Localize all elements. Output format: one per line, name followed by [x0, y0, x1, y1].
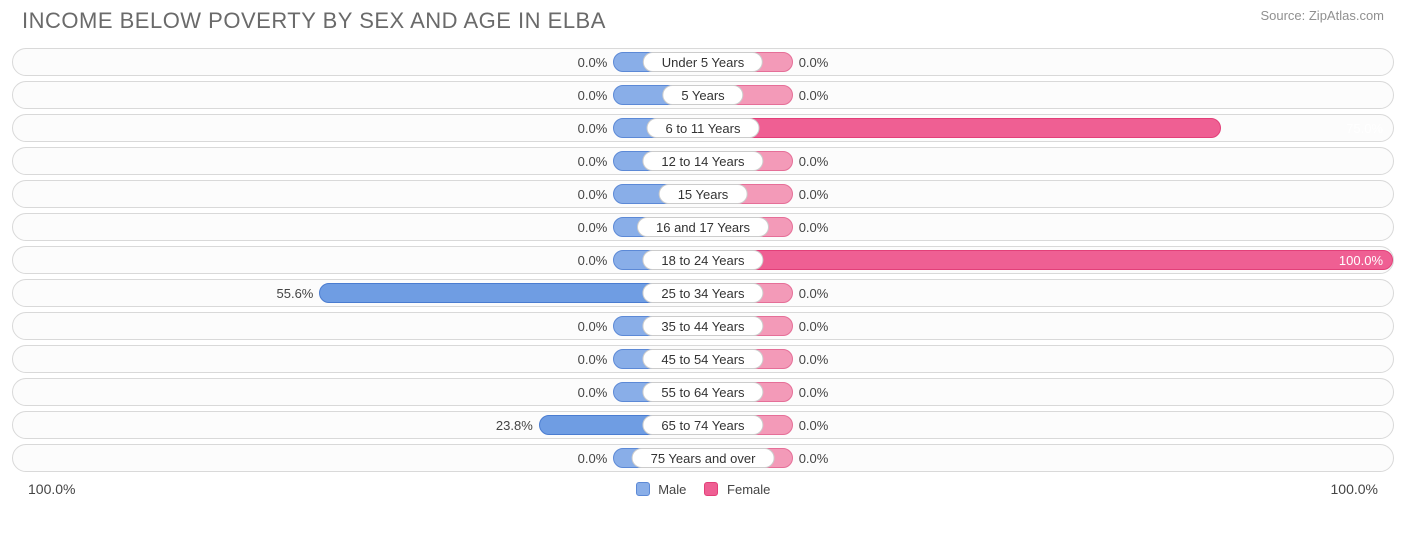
legend-female-label: Female: [727, 482, 770, 497]
category-label: 18 to 24 Years: [642, 250, 763, 270]
chart-row: 55.6% 0.0% 25 to 34 Years: [12, 279, 1394, 307]
category-label: 12 to 14 Years: [642, 151, 763, 171]
chart-row: 0.0% 0.0% 5 Years: [12, 81, 1394, 109]
chart-footer: 100.0% Male Female 100.0%: [0, 477, 1406, 507]
chart-row: 0.0% 0.0% 35 to 44 Years: [12, 312, 1394, 340]
female-value-label: 75.0%: [1346, 115, 1383, 141]
chart-header: INCOME BELOW POVERTY BY SEX AND AGE IN E…: [0, 0, 1406, 48]
female-value-label: 0.0%: [799, 49, 829, 75]
female-value-label: 100.0%: [1339, 247, 1383, 273]
legend: Male Female: [75, 482, 1330, 497]
legend-female: Female: [704, 482, 770, 497]
chart-row: 0.0% 0.0% 75 Years and over: [12, 444, 1394, 472]
category-label: 5 Years: [662, 85, 743, 105]
female-value-label: 0.0%: [799, 148, 829, 174]
legend-swatch-female: [704, 482, 718, 496]
category-label: 45 to 54 Years: [642, 349, 763, 369]
chart-row: 0.0% 0.0% Under 5 Years: [12, 48, 1394, 76]
category-label: 15 Years: [659, 184, 748, 204]
diverging-bar-chart: 0.0%0.0%Under 5 Years0.0%0.0%5 Years0.0%…: [0, 48, 1406, 472]
male-value-label: 0.0%: [578, 82, 608, 108]
chart-row: 0.0% 0.0% 45 to 54 Years: [12, 345, 1394, 373]
male-value-label: 0.0%: [578, 181, 608, 207]
female-bar: [703, 118, 1221, 138]
axis-max-left: 100.0%: [28, 481, 75, 497]
category-label: 25 to 34 Years: [642, 283, 763, 303]
chart-title: INCOME BELOW POVERTY BY SEX AND AGE IN E…: [22, 8, 606, 34]
category-label: 35 to 44 Years: [642, 316, 763, 336]
legend-swatch-male: [636, 482, 650, 496]
axis-max-right: 100.0%: [1331, 481, 1378, 497]
female-value-label: 0.0%: [799, 412, 829, 438]
legend-male-label: Male: [658, 482, 686, 497]
category-label: 6 to 11 Years: [647, 118, 760, 138]
male-value-label: 0.0%: [578, 49, 608, 75]
male-value-label: 0.0%: [578, 247, 608, 273]
legend-male: Male: [636, 482, 687, 497]
female-value-label: 0.0%: [799, 313, 829, 339]
female-value-label: 0.0%: [799, 214, 829, 240]
female-value-label: 0.0%: [799, 379, 829, 405]
male-value-label: 0.0%: [578, 214, 608, 240]
male-value-label: 0.0%: [578, 445, 608, 471]
female-value-label: 0.0%: [799, 346, 829, 372]
female-value-label: 0.0%: [799, 82, 829, 108]
category-label: 55 to 64 Years: [642, 382, 763, 402]
male-value-label: 0.0%: [578, 379, 608, 405]
male-value-label: 23.8%: [496, 412, 533, 438]
male-value-label: 0.0%: [578, 148, 608, 174]
male-value-label: 55.6%: [277, 280, 314, 306]
female-value-label: 0.0%: [799, 445, 829, 471]
category-label: Under 5 Years: [643, 52, 763, 72]
chart-row: 0.0% 0.0% 12 to 14 Years: [12, 147, 1394, 175]
chart-row: 0.0% 0.0% 55 to 64 Years: [12, 378, 1394, 406]
chart-row: 0.0% 100.0% 18 to 24 Years: [12, 246, 1394, 274]
chart-row: 0.0% 0.0% 15 Years: [12, 180, 1394, 208]
chart-row: 23.8% 0.0% 65 to 74 Years: [12, 411, 1394, 439]
male-value-label: 0.0%: [578, 346, 608, 372]
category-label: 16 and 17 Years: [637, 217, 769, 237]
male-value-label: 0.0%: [578, 313, 608, 339]
female-bar: [703, 250, 1393, 270]
chart-row: 0.0% 0.0% 16 and 17 Years: [12, 213, 1394, 241]
male-value-label: 0.0%: [578, 115, 608, 141]
chart-source: Source: ZipAtlas.com: [1260, 8, 1384, 23]
category-label: 65 to 74 Years: [642, 415, 763, 435]
female-value-label: 0.0%: [799, 280, 829, 306]
category-label: 75 Years and over: [632, 448, 775, 468]
chart-row: 0.0% 75.0% 6 to 11 Years: [12, 114, 1394, 142]
female-value-label: 0.0%: [799, 181, 829, 207]
